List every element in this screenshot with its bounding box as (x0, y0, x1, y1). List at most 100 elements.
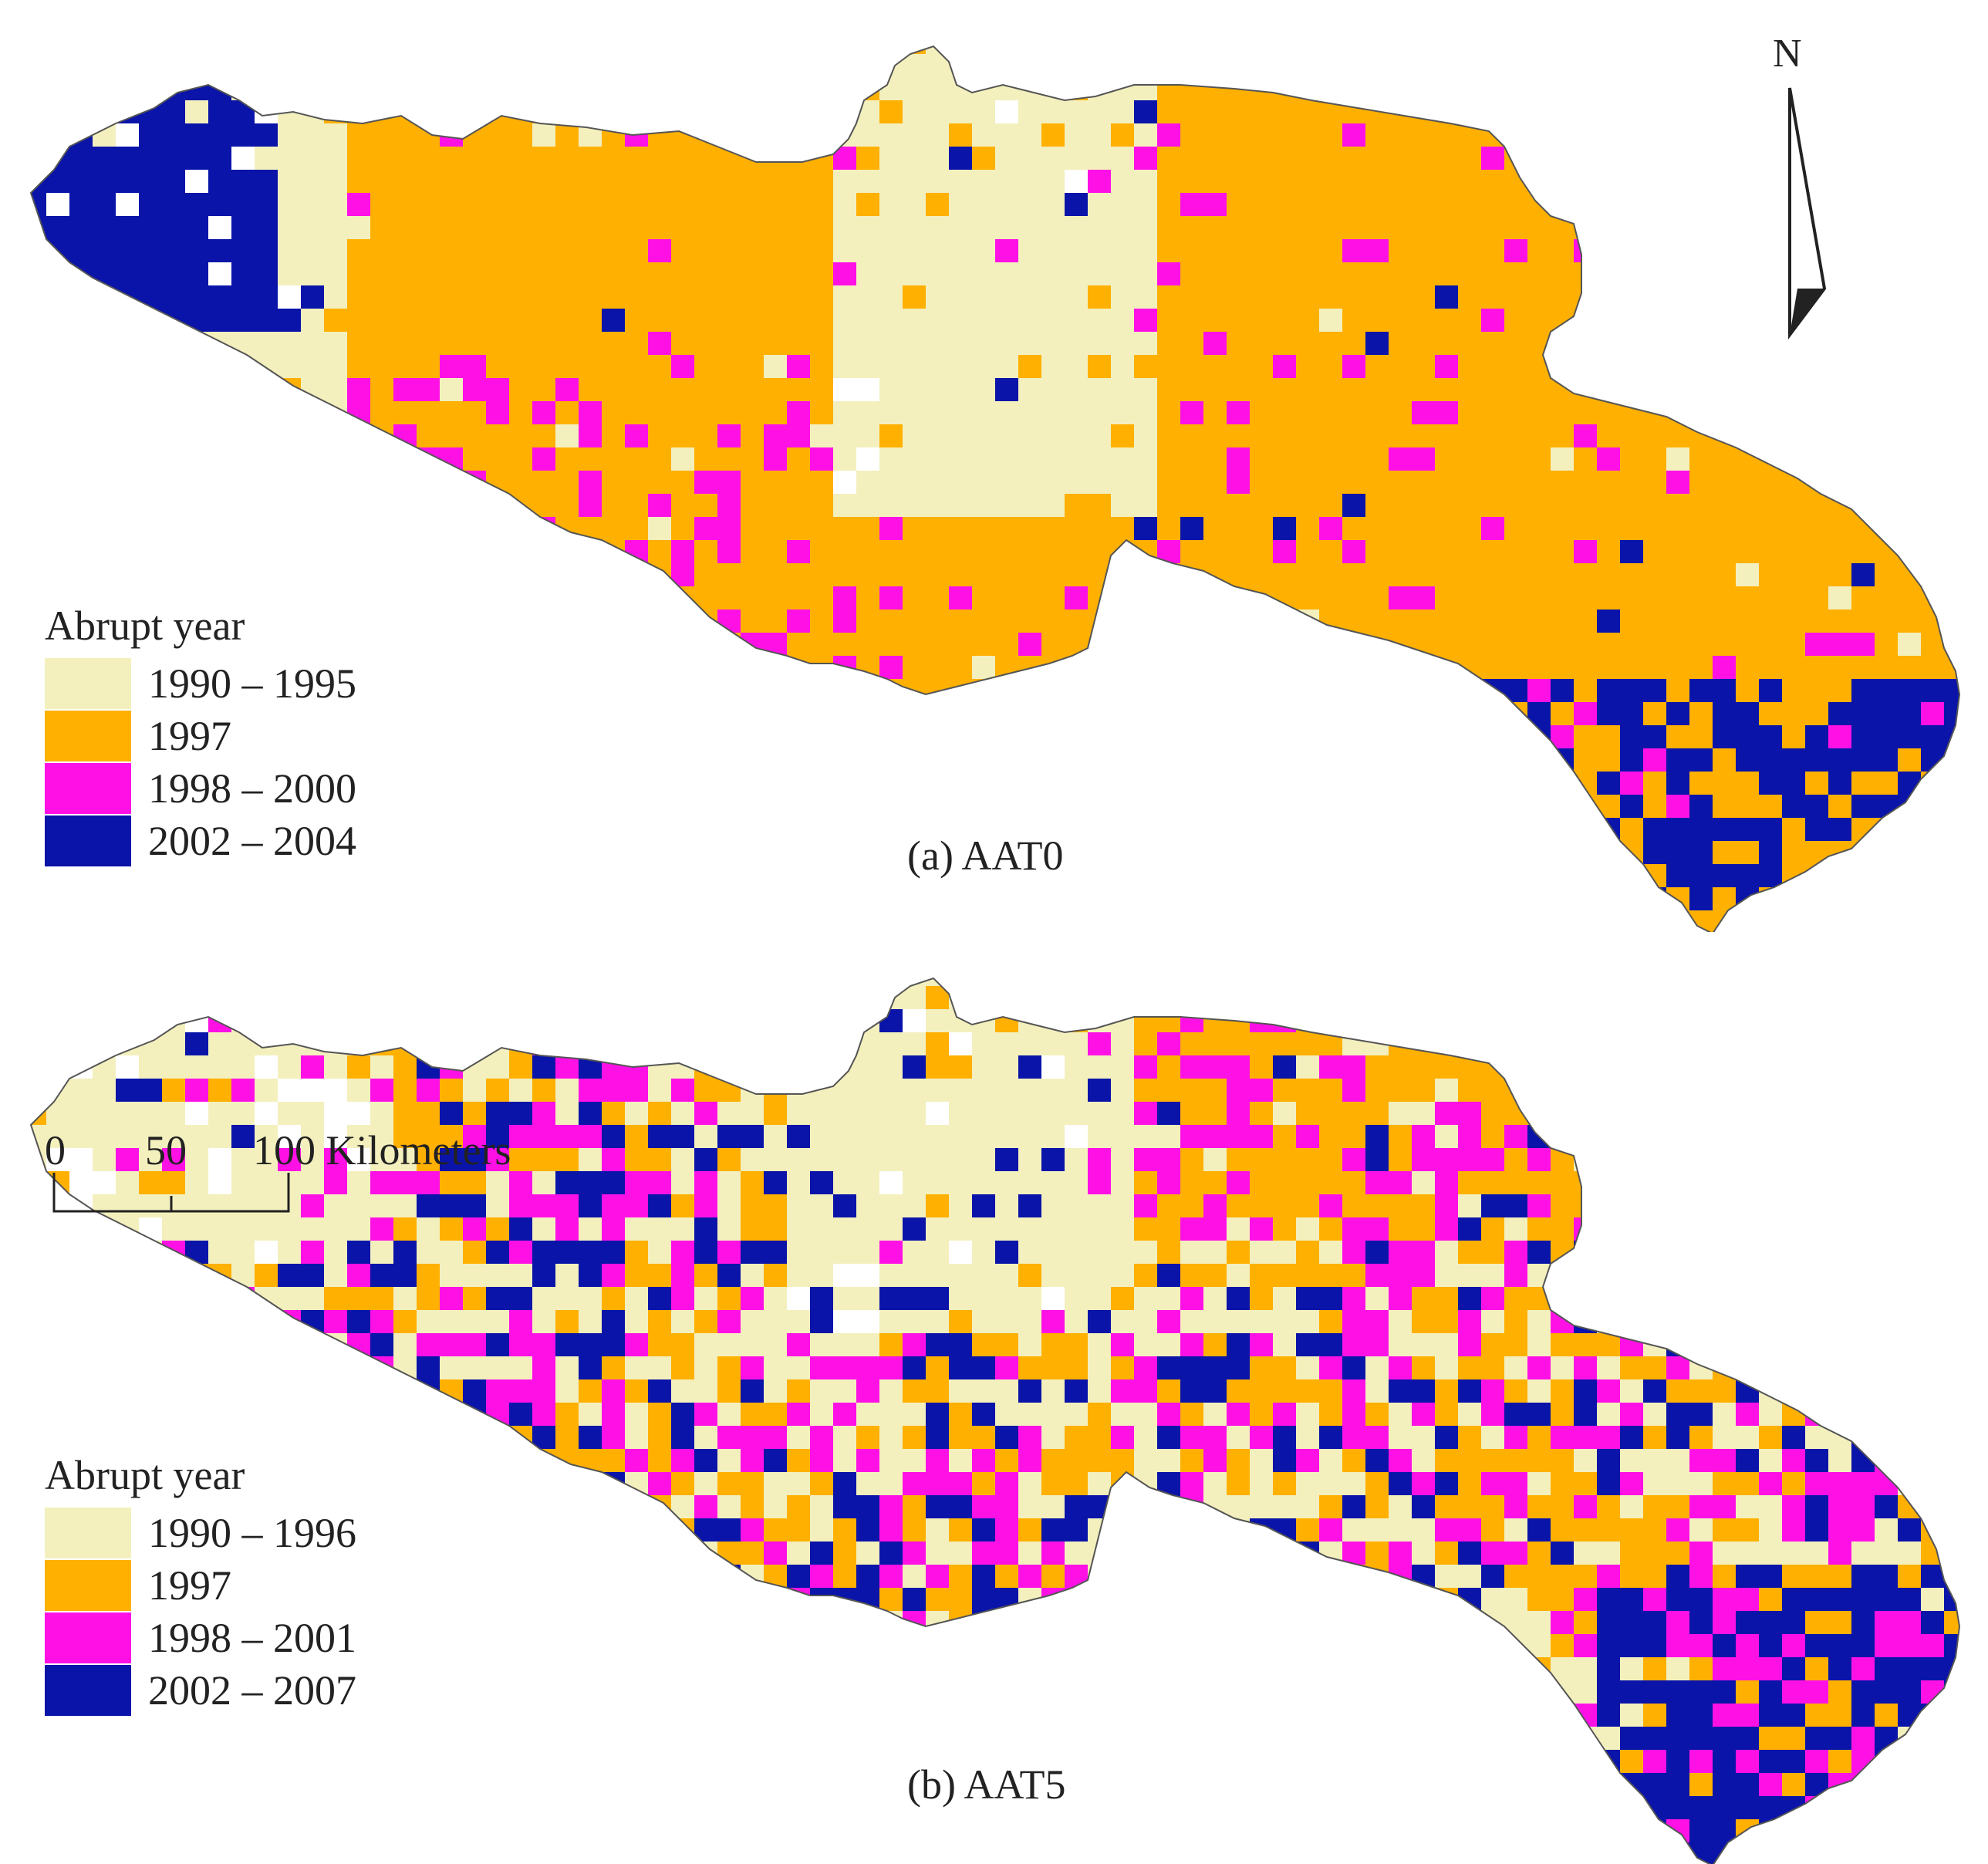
grid-cell (208, 910, 231, 932)
grid-cell (741, 262, 764, 285)
grid-cell (1527, 123, 1551, 147)
grid-cell (231, 978, 255, 986)
grid-cell (231, 54, 255, 77)
grid-cell (1574, 309, 1597, 332)
grid-cell (31, 123, 46, 147)
grid-cell (671, 447, 694, 471)
grid-cell (1805, 887, 1828, 910)
grid-cell (1643, 332, 1666, 355)
grid-cell (1759, 424, 1782, 447)
legend-swatch (45, 711, 131, 761)
grid-cell (1504, 54, 1527, 77)
grid-cell (231, 864, 255, 887)
grid-cell (741, 910, 764, 932)
grid-cell (69, 239, 93, 262)
grid-cell (93, 378, 116, 401)
grid-cell (1504, 494, 1527, 517)
grid-cell (370, 54, 393, 77)
legend-swatch (45, 816, 131, 866)
grid-cell (1342, 54, 1365, 77)
grid-cell (417, 355, 440, 378)
grid-cell (995, 123, 1018, 147)
grid-cell (810, 216, 833, 239)
grid-cell (1342, 1333, 1365, 1356)
grid-cell (1481, 262, 1504, 285)
grid-cell (879, 46, 903, 54)
grid-cell (741, 1148, 764, 1171)
grid-cell (1018, 633, 1041, 656)
grid-cell (625, 1241, 648, 1264)
grid-cell (46, 1079, 69, 1102)
grid-cell (162, 1079, 185, 1102)
legend-item: 1997 (45, 710, 356, 762)
grid-cell (1527, 170, 1551, 193)
grid-cell (555, 100, 579, 123)
grid-cell (1088, 285, 1111, 309)
grid-cell (93, 1356, 116, 1379)
grid-cell (949, 1055, 972, 1079)
grid-cell (393, 1241, 417, 1264)
grid-cell (1921, 1287, 1944, 1310)
grid-cell (995, 1241, 1018, 1264)
grid-cell (1319, 401, 1342, 424)
grid-cell (1921, 1241, 1944, 1264)
grid-cell (671, 100, 694, 123)
grid-cell (1319, 1241, 1342, 1264)
grid-cell (46, 262, 69, 285)
grid-cell (1065, 332, 1088, 355)
grid-cell (741, 193, 764, 216)
grid-cell (1574, 147, 1597, 170)
grid-cell (1458, 1102, 1481, 1125)
grid-cell (393, 1194, 417, 1217)
grid-cell (417, 424, 440, 447)
grid-cell (717, 1310, 741, 1333)
grid-cell (139, 123, 162, 147)
grid-cell (1018, 77, 1041, 100)
grid-cell (1296, 656, 1319, 679)
grid-cell (949, 1171, 972, 1194)
grid-cell (879, 1194, 903, 1217)
grid-cell (1736, 216, 1759, 239)
grid-cell (1203, 378, 1227, 401)
grid-cell (1458, 239, 1481, 262)
grid-cell (787, 887, 810, 910)
grid-cell (1504, 355, 1527, 378)
grid-cell (856, 1171, 879, 1194)
grid-cell (255, 447, 278, 471)
grid-cell (648, 887, 671, 910)
grid-cell (1481, 841, 1504, 864)
grid-cell (579, 332, 602, 355)
grid-cell (1250, 355, 1273, 378)
grid-cell (1713, 517, 1736, 540)
grid-cell (486, 772, 509, 795)
grid-cell (1643, 1333, 1666, 1356)
grid-cell (625, 864, 648, 887)
grid-cell (1689, 1287, 1713, 1310)
grid-cell (1134, 864, 1157, 887)
grid-cell (1504, 262, 1527, 285)
grid-cell (1851, 725, 1875, 748)
grid-cell (116, 239, 139, 262)
grid-cell (440, 471, 463, 494)
grid-cell (93, 978, 116, 986)
grid-cell (1597, 332, 1620, 355)
grid-cell (1713, 1171, 1736, 1194)
grid-cell (926, 1333, 949, 1356)
grid-cell (347, 910, 370, 932)
grid-cell (69, 986, 93, 1009)
grid-cell (1435, 748, 1458, 772)
grid-cell (1689, 193, 1713, 216)
grid-cell (1828, 471, 1851, 494)
grid-cell (1713, 748, 1736, 772)
grid-cell (116, 1055, 139, 1079)
grid-cell (1134, 447, 1157, 471)
grid-cell (1851, 1079, 1875, 1102)
grid-cell (1365, 864, 1389, 887)
grid-cell (833, 1009, 856, 1032)
grid-cell (903, 1264, 926, 1287)
grid-cell (579, 378, 602, 401)
grid-cell (509, 1148, 532, 1171)
grid-cell (1736, 772, 1759, 795)
grid-cell (486, 1356, 509, 1379)
grid-cell (69, 540, 93, 563)
